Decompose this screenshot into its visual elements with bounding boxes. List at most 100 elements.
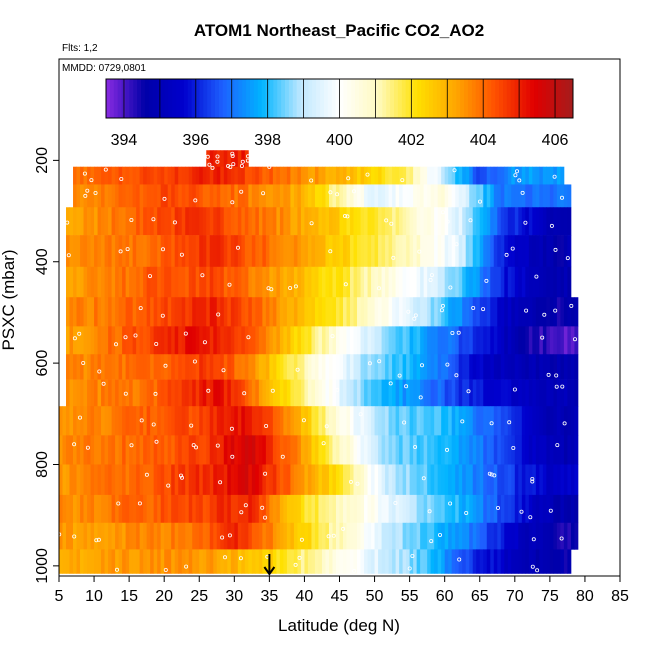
heatmap-cell bbox=[332, 464, 337, 496]
heatmap-cell bbox=[353, 297, 358, 327]
colorbar-swatch bbox=[366, 79, 372, 118]
heatmap-cell bbox=[241, 184, 246, 208]
heatmap-cell bbox=[115, 549, 120, 574]
colorbar-swatch bbox=[421, 79, 426, 118]
heatmap-cell bbox=[248, 207, 253, 236]
heatmap-cell bbox=[413, 184, 418, 208]
heatmap-cell bbox=[143, 549, 148, 574]
heatmap-cell bbox=[241, 166, 246, 185]
heatmap-cell bbox=[300, 379, 305, 407]
heatmap-cell bbox=[371, 379, 375, 407]
heatmap-cell bbox=[458, 297, 463, 327]
heatmap-cell bbox=[76, 522, 81, 550]
heatmap-cell bbox=[560, 549, 565, 574]
colorbar-swatch bbox=[355, 79, 360, 118]
heatmap-cell bbox=[286, 266, 291, 298]
heatmap-cell bbox=[546, 522, 551, 550]
heatmap-cell bbox=[227, 464, 232, 496]
heatmap-cell bbox=[213, 435, 218, 465]
heatmap-cell bbox=[122, 235, 127, 268]
heatmap-cell bbox=[286, 435, 291, 465]
heatmap-cell bbox=[371, 184, 375, 208]
heatmap-cell bbox=[486, 235, 491, 268]
heatmap-cell bbox=[465, 522, 470, 550]
heatmap-cell bbox=[430, 266, 435, 298]
colorbar-swatch bbox=[499, 79, 504, 118]
heatmap-cell bbox=[304, 266, 309, 298]
heatmap-cell bbox=[230, 150, 235, 168]
heatmap-cell bbox=[279, 326, 284, 355]
heatmap-cell bbox=[139, 464, 144, 496]
heatmap-cell bbox=[413, 406, 418, 436]
heatmap-cell bbox=[199, 326, 204, 355]
heatmap-cell bbox=[188, 266, 193, 298]
heatmap-cell bbox=[83, 326, 88, 355]
heatmap-cell bbox=[279, 297, 284, 327]
heatmap-cell bbox=[97, 464, 102, 496]
heatmap-cell bbox=[434, 207, 439, 236]
heatmap-cell bbox=[237, 235, 242, 268]
heatmap-cell bbox=[360, 207, 365, 236]
heatmap-cell bbox=[321, 166, 326, 185]
heatmap-cell bbox=[570, 326, 575, 355]
heatmap-cell bbox=[434, 297, 439, 327]
heatmap-cell bbox=[286, 494, 291, 524]
sample-dot bbox=[510, 246, 515, 251]
heatmap-cell bbox=[423, 207, 428, 236]
sample-dot bbox=[549, 223, 554, 228]
heatmap-cell bbox=[230, 379, 235, 407]
heatmap-cell bbox=[164, 166, 169, 185]
heatmap-cell bbox=[318, 406, 323, 436]
heatmap-cell bbox=[125, 354, 130, 380]
heatmap-cell bbox=[490, 297, 495, 327]
x-tick-label: 50 bbox=[366, 588, 384, 605]
heatmap-cell bbox=[546, 354, 551, 380]
heatmap-cell bbox=[87, 266, 91, 298]
heatmap-cell bbox=[553, 207, 558, 236]
heatmap-cell bbox=[409, 266, 414, 298]
heatmap-cell bbox=[150, 406, 155, 436]
heatmap-cell bbox=[560, 406, 565, 436]
heatmap-cell bbox=[532, 207, 537, 236]
heatmap-cell bbox=[69, 297, 74, 327]
heatmap-cell bbox=[122, 406, 127, 436]
heatmap-cell bbox=[146, 184, 151, 208]
heatmap-cell bbox=[420, 522, 425, 550]
heatmap-cell bbox=[272, 266, 277, 298]
colorbar-swatch bbox=[464, 79, 469, 118]
heatmap-cell bbox=[318, 207, 323, 236]
heatmap-cell bbox=[76, 207, 81, 236]
heatmap-cell bbox=[423, 354, 428, 380]
heatmap-cell bbox=[364, 266, 368, 298]
heatmap-cell bbox=[174, 406, 179, 436]
heatmap-cell bbox=[83, 464, 88, 496]
heatmap-cell bbox=[279, 435, 284, 465]
heatmap-cell bbox=[150, 494, 155, 524]
sample-dot bbox=[245, 154, 250, 159]
heatmap-cell bbox=[444, 326, 449, 355]
heatmap-cell bbox=[213, 207, 218, 236]
heatmap-cell bbox=[563, 494, 568, 524]
sample-dot bbox=[138, 306, 143, 311]
heatmap-cell bbox=[62, 522, 67, 550]
heatmap-cell bbox=[455, 522, 460, 550]
heatmap-cell bbox=[139, 549, 144, 574]
heatmap-cell bbox=[423, 166, 428, 185]
heatmap-cell bbox=[539, 266, 544, 298]
colorbar-swatch bbox=[530, 79, 535, 118]
sample-dot bbox=[519, 509, 524, 514]
heatmap-cell bbox=[139, 494, 144, 524]
heatmap-cell bbox=[136, 166, 141, 185]
heatmap-cell bbox=[357, 354, 361, 380]
heatmap-cell bbox=[490, 166, 495, 185]
sample-dot bbox=[235, 245, 240, 250]
heatmap-cell bbox=[265, 184, 270, 208]
sample-dot bbox=[115, 567, 120, 572]
heatmap-cell bbox=[423, 297, 428, 327]
heatmap-cell bbox=[388, 354, 393, 380]
heatmap-cell bbox=[462, 494, 467, 524]
heatmap-cell bbox=[129, 266, 134, 298]
heatmap-cell bbox=[570, 494, 575, 524]
heatmap-cell bbox=[416, 464, 421, 496]
heatmap-cell bbox=[234, 379, 239, 407]
